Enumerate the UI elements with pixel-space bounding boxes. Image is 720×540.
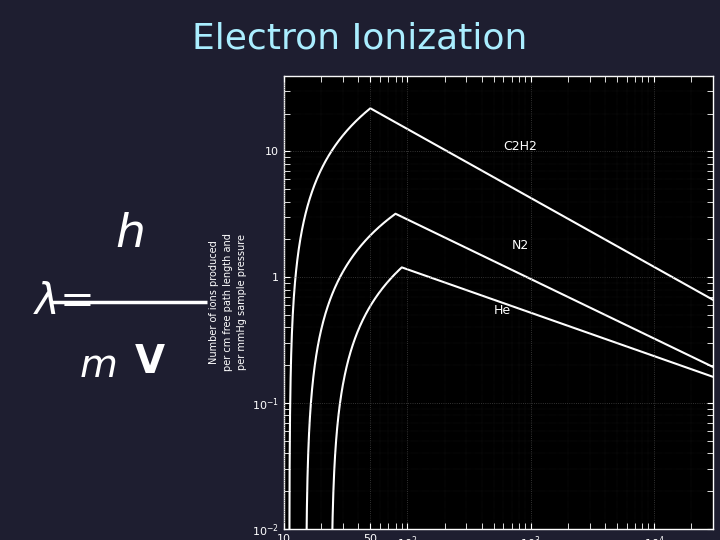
Y-axis label: Number of ions produced
per cm free path length and
per mmHg sample pressure: Number of ions produced per cm free path… <box>209 233 247 372</box>
Text: N2: N2 <box>512 239 529 252</box>
Text: He: He <box>494 303 510 316</box>
Text: $h$: $h$ <box>115 212 144 257</box>
Text: $\lambda$=: $\lambda$= <box>33 281 92 323</box>
Text: C2H2: C2H2 <box>503 140 537 153</box>
Text: Electron Ionization: Electron Ionization <box>192 22 528 56</box>
Text: $m$: $m$ <box>79 348 117 385</box>
Text: V: V <box>135 343 165 381</box>
